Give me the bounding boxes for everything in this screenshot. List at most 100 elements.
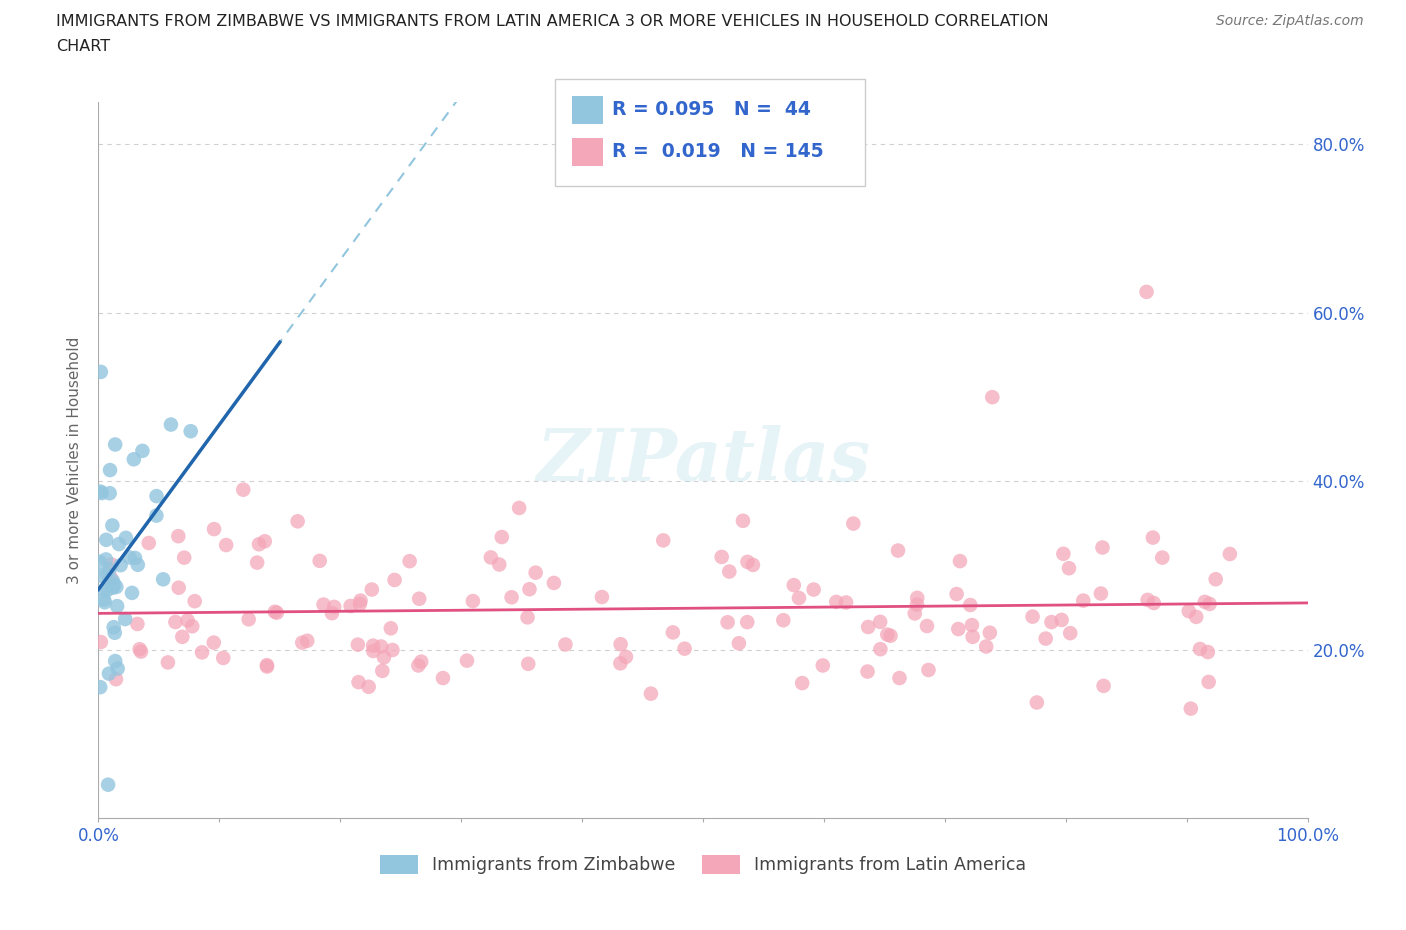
Point [517, 657, 540, 671]
Point [1180, 701, 1202, 716]
Text: ZIPatlas: ZIPatlas [536, 425, 870, 496]
Point [118, 550, 141, 565]
Point [238, 612, 260, 627]
Point [180, 424, 202, 439]
Point [110, 558, 132, 573]
Point [100, 570, 122, 585]
Point [1025, 695, 1047, 710]
Point [156, 655, 179, 670]
Point [308, 553, 330, 568]
Point [456, 653, 478, 668]
Point [103, 619, 125, 634]
Point [100, 557, 122, 572]
Point [349, 596, 371, 611]
Point [145, 488, 167, 503]
Point [1198, 596, 1220, 611]
Point [89, 554, 111, 569]
Point [323, 600, 346, 615]
Point [718, 565, 741, 579]
Point [89, 680, 111, 695]
Point [614, 649, 637, 664]
Point [508, 500, 530, 515]
Point [202, 522, 225, 537]
Point [1197, 644, 1219, 659]
Point [432, 671, 454, 685]
Point [94, 552, 117, 567]
Point [202, 635, 225, 650]
Point [716, 615, 738, 630]
Point [1219, 547, 1241, 562]
Point [519, 582, 541, 597]
Point [96, 532, 118, 547]
Point [856, 664, 879, 679]
Point [101, 518, 124, 533]
Point [735, 615, 758, 630]
Point [1050, 613, 1073, 628]
Point [232, 483, 254, 498]
Point [94, 595, 117, 610]
Point [115, 530, 138, 545]
Point [90, 485, 112, 500]
Point [945, 587, 967, 602]
Point [1135, 285, 1157, 299]
Point [835, 595, 858, 610]
Point [783, 578, 806, 592]
Point [321, 605, 343, 620]
Point [408, 658, 430, 673]
Point [1143, 595, 1166, 610]
Text: R = 0.095   N =  44: R = 0.095 N = 44 [612, 100, 810, 119]
Point [256, 659, 278, 674]
Point [398, 553, 420, 568]
Point [524, 565, 547, 580]
Point [101, 580, 124, 595]
Point [673, 641, 696, 656]
Point [122, 452, 145, 467]
Point [803, 582, 825, 597]
Point [90, 365, 112, 379]
Point [263, 604, 285, 619]
Point [742, 557, 765, 572]
Point [904, 606, 927, 621]
Point [104, 625, 127, 640]
Point [811, 658, 834, 673]
Point [974, 639, 997, 654]
Point [842, 516, 865, 531]
Point [408, 591, 430, 606]
Point [516, 610, 538, 625]
Point [312, 597, 335, 612]
Point [128, 642, 150, 657]
Point [357, 679, 380, 694]
Point [138, 536, 160, 551]
Point [1142, 530, 1164, 545]
Point [491, 529, 513, 544]
Point [215, 538, 238, 552]
Point [1090, 586, 1112, 601]
Point [181, 618, 204, 633]
Point [108, 537, 131, 551]
Point [710, 550, 733, 565]
Point [291, 635, 314, 650]
Point [121, 586, 143, 601]
Point [373, 650, 395, 665]
Point [461, 593, 484, 608]
Point [792, 675, 814, 690]
Point [501, 590, 523, 604]
Point [131, 444, 153, 458]
Point [253, 534, 276, 549]
Text: IMMIGRANTS FROM ZIMBABWE VS IMMIGRANTS FROM LATIN AMERICA 3 OR MORE VEHICLES IN : IMMIGRANTS FROM ZIMBABWE VS IMMIGRANTS F… [56, 14, 1049, 29]
Point [96, 582, 118, 597]
Point [97, 666, 120, 681]
Point [488, 557, 510, 572]
Point [191, 644, 214, 659]
Point [89, 568, 111, 583]
Point [114, 612, 136, 627]
Point [554, 637, 576, 652]
Point [889, 671, 911, 685]
Point [1136, 592, 1159, 607]
Point [1177, 604, 1199, 618]
Point [479, 550, 502, 565]
Point [247, 537, 270, 551]
Point [905, 591, 928, 605]
Point [103, 578, 125, 592]
Text: Source: ZipAtlas.com: Source: ZipAtlas.com [1216, 14, 1364, 28]
